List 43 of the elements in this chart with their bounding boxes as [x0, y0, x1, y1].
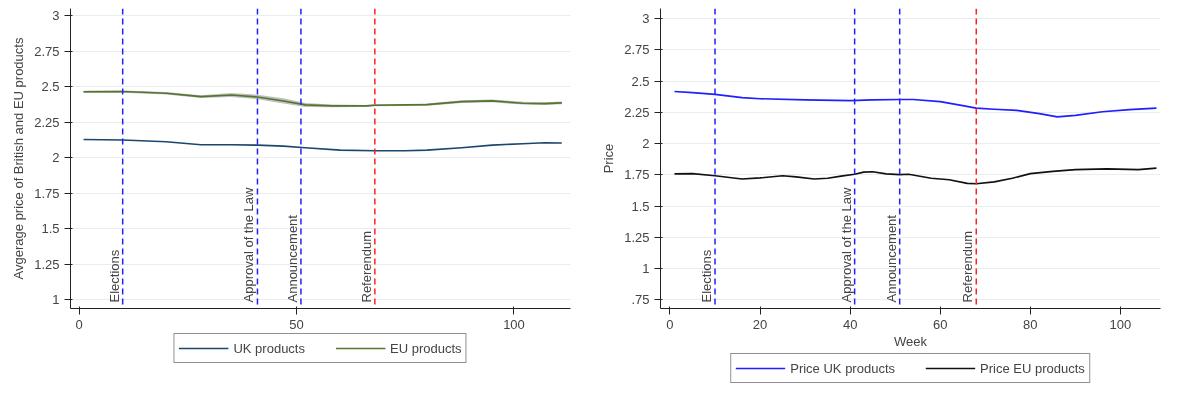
y-tick-label: 1.25	[624, 229, 650, 245]
x-tick-label: 80	[1023, 316, 1038, 332]
y-tick-label: 1.5	[41, 221, 60, 237]
ref-line-label: Approval of the Law	[241, 186, 257, 303]
x-tick-label: 0	[666, 316, 674, 332]
y-tick-label: 1.5	[631, 198, 650, 214]
y-tick-label: 1.75	[624, 167, 650, 183]
y-tick-label: 2	[52, 150, 60, 166]
y-tick-label: 2.5	[631, 73, 650, 89]
y-tick-label: .75	[631, 292, 650, 308]
y-tick-label: 2.25	[34, 114, 60, 130]
legend-label: Price UK products	[790, 360, 895, 376]
y-tick-label: 1.75	[34, 185, 60, 201]
ref-line-label: Announcement	[284, 214, 300, 303]
ref-line-label: Referendum	[358, 230, 374, 303]
y-tick-label: 2.75	[34, 43, 60, 59]
x-tick-label: 100	[503, 316, 525, 332]
ref-line-label: Elections	[699, 249, 714, 303]
x-tick-label: 0	[75, 316, 83, 332]
y-axis-title: Price	[601, 143, 617, 174]
y-tick-label: 1.25	[34, 256, 60, 272]
y-tick-label: 3	[52, 8, 60, 24]
y-tick-label: 1	[642, 261, 650, 276]
y-tick-label: 2.75	[624, 42, 650, 58]
x-tick-label: 40	[842, 316, 858, 332]
y-axis-title: Avgerage price of British and EU products	[11, 37, 27, 280]
ref-line-label: Announcement	[883, 214, 899, 303]
ref-line-label: Referendum	[960, 230, 976, 303]
legend-label: EU products	[390, 340, 462, 356]
x-tick-label: 100	[1109, 316, 1132, 332]
x-tick-label: 20	[752, 316, 768, 332]
y-tick-label: 3	[642, 11, 650, 26]
y-tick-label: 2.5	[41, 79, 60, 95]
legend-label: Price EU products	[980, 360, 1085, 376]
x-axis-title: Week	[894, 333, 928, 349]
ref-line-label: Elections	[106, 249, 122, 303]
y-tick-label: 1	[52, 292, 60, 308]
y-tick-label: 2.25	[624, 104, 650, 120]
x-tick-label: 50	[289, 316, 304, 332]
ref-line-label: Approval of the Law	[838, 186, 854, 303]
legend-label: UK products	[233, 340, 305, 356]
y-tick-label: 2	[642, 136, 650, 151]
x-tick-label: 60	[933, 316, 948, 332]
